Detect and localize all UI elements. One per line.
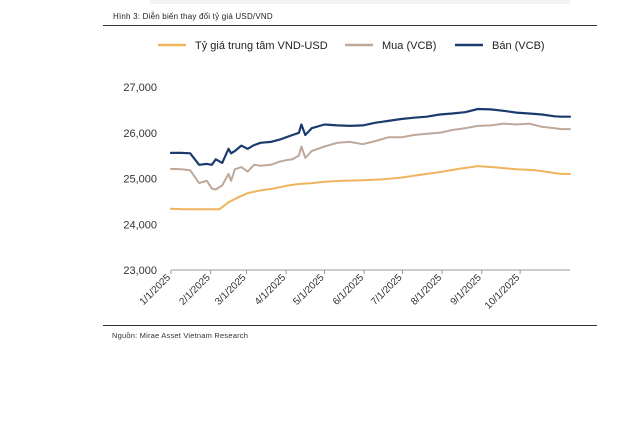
series-layer	[169, 107, 572, 211]
x-tick-label: 8/1/2025	[409, 272, 445, 308]
x-tick-label: 6/1/2025	[331, 272, 367, 308]
series-line-2	[170, 122, 571, 191]
y-tick-label: 27,000	[123, 82, 157, 94]
figure-bottom-rule	[103, 325, 597, 326]
y-tick-label: 24,000	[123, 219, 157, 231]
y-tick-label: 25,000	[123, 174, 157, 186]
x-tick-label: 1/1/2025	[138, 272, 174, 308]
exchange-rate-chart: Tỷ giá trung tâm VND-USD Mua (VCB) Bán (VC…	[123, 40, 572, 312]
figure-caption: Hình 3: Diễn biến thay đổi tỷ giá USD/VN…	[113, 12, 273, 21]
x-tick-label: 10/1/2025	[483, 272, 523, 312]
x-axis: 1/1/2025 2/1/2025 3/1/2025 4/1/2025 5/1/2025…	[138, 269, 570, 312]
legend-label-2: Mua (VCB)	[382, 40, 436, 52]
x-tick-label: 4/1/2025	[253, 272, 289, 308]
x-tick-label: 2/1/2025	[177, 272, 213, 308]
y-tick-label: 26,000	[123, 128, 157, 140]
source-note: Nguồn: Mirae Asset Vietnam Research	[112, 331, 249, 340]
y-tick-label: 23,000	[123, 265, 157, 277]
legend: Tỷ giá trung tâm VND-USD Mua (VCB) Bán (VC…	[158, 40, 545, 52]
page-edge-shadow	[150, 0, 570, 4]
chart-container: Tỷ giá trung tâm VND-USD Mua (VCB) Bán (VC…	[103, 25, 597, 325]
x-tick-label: 3/1/2025	[213, 272, 249, 308]
x-tick-label: 5/1/2025	[291, 272, 327, 308]
series-line-1	[170, 165, 571, 211]
y-axis: 23,000 24,000 25,000 26,000 27,000	[123, 82, 157, 277]
x-tick-label: 7/1/2025	[369, 272, 405, 308]
series-line-3	[169, 107, 572, 166]
legend-label-3: Bán (VCB)	[492, 40, 545, 52]
legend-label-1: Tỷ giá trung tâm VND-USD	[195, 40, 328, 52]
figure-caption-bar: Hình 3: Diễn biến thay đổi tỷ giá USD/VN…	[103, 11, 597, 26]
x-tick-label: 9/1/2025	[449, 272, 485, 308]
